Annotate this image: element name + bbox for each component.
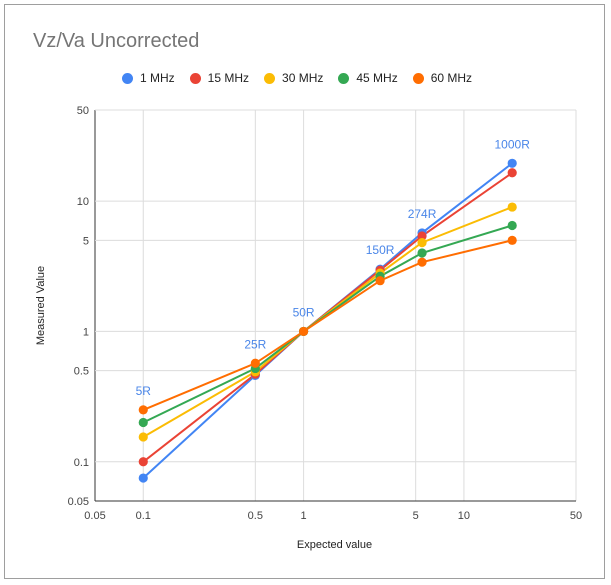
legend-marker xyxy=(412,72,424,84)
point-labels: 5R 25R 50R 150R 274R 1000R xyxy=(136,137,531,398)
point-label: 50R xyxy=(293,305,315,319)
legend-label: 30 MHz xyxy=(282,71,324,85)
series-lines xyxy=(142,162,513,479)
data-point xyxy=(138,417,148,428)
y-tick-label: 1 xyxy=(83,326,89,338)
grid-lines xyxy=(94,109,577,502)
x-tick-label: 50 xyxy=(570,510,582,522)
point-label: 5R xyxy=(136,384,152,398)
data-point xyxy=(250,358,260,368)
legend-item: 30 MHz xyxy=(264,71,323,85)
chart-legend: 1 MHz 15 MHz 30 MHz 45 MHz 60 MHz xyxy=(122,69,472,87)
data-point xyxy=(507,168,517,178)
data-point xyxy=(138,473,148,483)
data-point xyxy=(507,158,517,168)
point-label: 150R xyxy=(366,243,395,257)
y-tick-label: 0.1 xyxy=(74,457,89,469)
chart-frame xyxy=(4,4,605,579)
y-tick-label: 0.5 xyxy=(74,366,89,378)
data-point xyxy=(507,235,517,245)
data-point xyxy=(417,248,427,258)
y-tick-labels: 0.05 0.1 0.5 1 5 10 50 xyxy=(68,105,89,508)
x-tick-label: 0.05 xyxy=(84,510,105,522)
data-point xyxy=(417,238,427,248)
series-points xyxy=(138,158,517,483)
x-axis-title: Expected value xyxy=(297,539,372,551)
legend-item: 1 MHz xyxy=(122,71,175,85)
x-tick-label: 0.5 xyxy=(248,510,263,522)
series-line-4 xyxy=(142,239,513,411)
x-tick-label: 10 xyxy=(458,510,470,522)
legend-label: 15 MHz xyxy=(207,71,250,85)
point-label: 1000R xyxy=(495,137,531,151)
data-point xyxy=(417,231,427,241)
data-point xyxy=(375,276,385,286)
chart-title: Vz/Va Uncorrected xyxy=(33,30,200,52)
legend-item: 15 MHz xyxy=(189,71,250,85)
x-tick-labels: 0.05 0.1 0.5 1 5 10 50 xyxy=(84,510,582,522)
x-tick-label: 5 xyxy=(413,510,419,522)
legend-label: 60 MHz xyxy=(430,71,473,85)
data-point xyxy=(138,432,148,442)
legend-marker xyxy=(122,72,133,84)
series-line-1 xyxy=(142,171,513,463)
x-tick-label: 0.1 xyxy=(136,510,151,522)
series-line-2 xyxy=(142,206,513,438)
series-line-3 xyxy=(142,224,513,424)
y-tick-label: 0.05 xyxy=(68,496,89,508)
point-label: 274R xyxy=(408,207,437,221)
legend-marker xyxy=(264,72,276,84)
data-point xyxy=(298,326,309,337)
y-tick-label: 50 xyxy=(77,105,89,117)
y-tick-label: 5 xyxy=(83,235,89,247)
data-point xyxy=(507,202,517,212)
data-point xyxy=(417,257,427,267)
legend-label: 1 MHz xyxy=(140,71,175,85)
legend-item: 60 MHz xyxy=(412,71,473,85)
point-label: 25R xyxy=(244,337,266,351)
data-point xyxy=(138,405,148,415)
data-point xyxy=(507,220,517,231)
legend-item: 45 MHz xyxy=(338,71,398,85)
x-tick-label: 1 xyxy=(301,510,307,522)
y-axis-title: Measured Value xyxy=(35,266,47,345)
data-point xyxy=(138,457,148,467)
legend-marker xyxy=(338,72,350,84)
legend-marker xyxy=(189,72,201,84)
legend-label: 45 MHz xyxy=(356,71,398,85)
y-tick-label: 10 xyxy=(77,196,89,208)
